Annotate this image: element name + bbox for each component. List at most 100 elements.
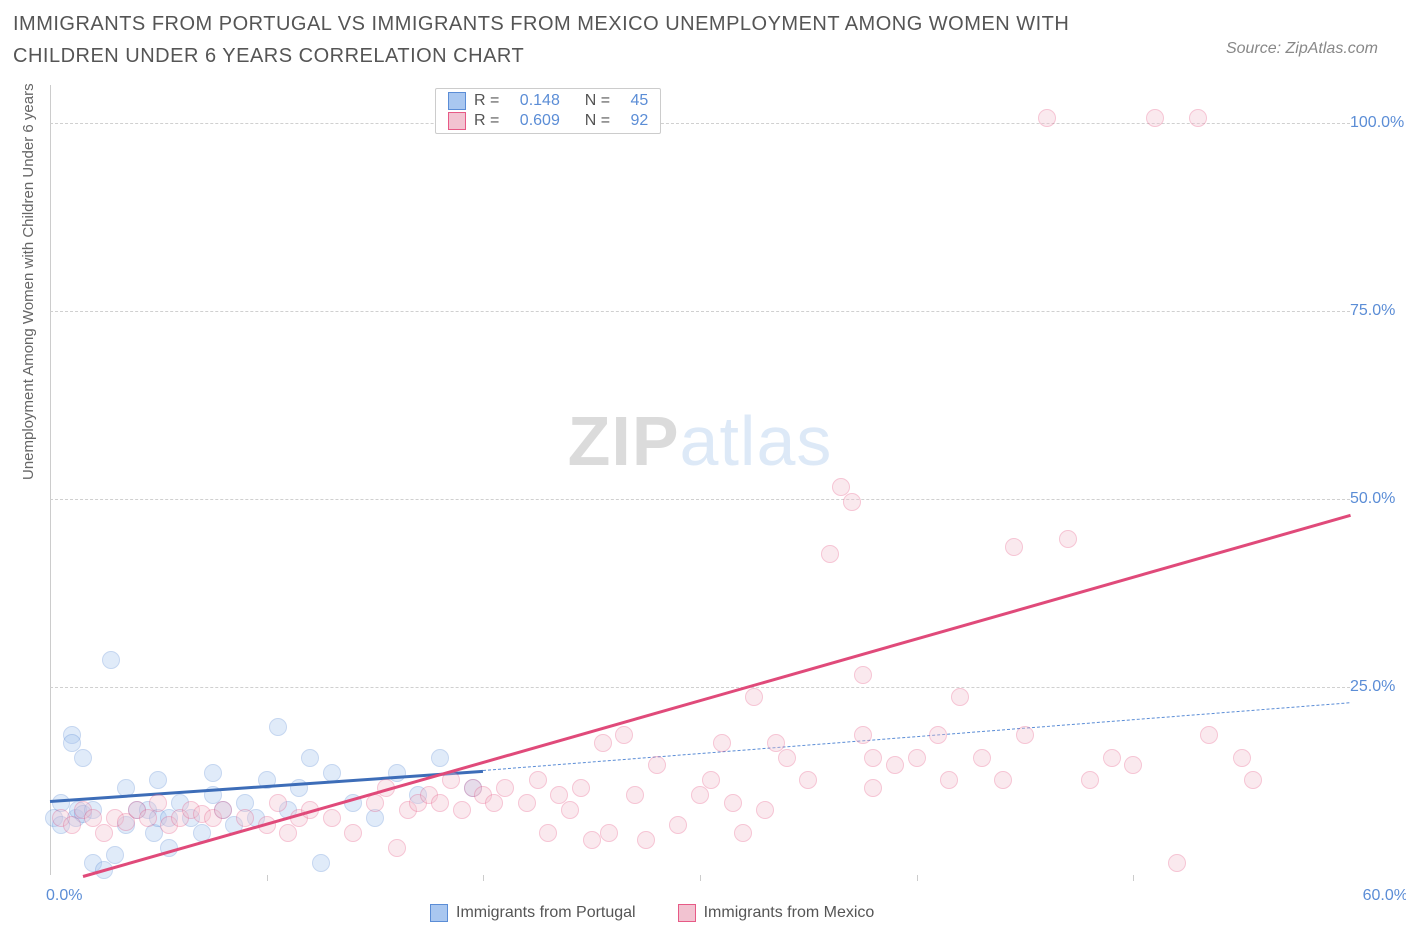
scatter-plot-area: ZIPatlas 25.0%50.0%75.0%100.0%0.0%60.0%: [50, 85, 1350, 875]
data-point: [102, 651, 120, 669]
data-point: [269, 794, 287, 812]
data-point: [1244, 771, 1262, 789]
data-point: [496, 779, 514, 797]
correlation-legend: R = 0.148 N = 45R = 0.609 N = 92: [435, 88, 661, 134]
data-point: [1168, 854, 1186, 872]
data-point: [431, 794, 449, 812]
data-point: [1016, 726, 1034, 744]
data-point: [799, 771, 817, 789]
legend-n-label: N =: [585, 92, 610, 110]
legend-row: R = 0.609 N = 92: [436, 111, 660, 131]
data-point: [1189, 109, 1207, 127]
data-point: [236, 809, 254, 827]
data-point: [1081, 771, 1099, 789]
legend-r-label: R =: [474, 92, 499, 110]
data-point: [323, 764, 341, 782]
data-point: [106, 846, 124, 864]
data-point: [821, 545, 839, 563]
data-point: [561, 801, 579, 819]
data-point: [843, 493, 861, 511]
series-legend: Immigrants from Portugal Immigrants from …: [430, 904, 874, 922]
data-point: [529, 771, 547, 789]
data-point: [854, 666, 872, 684]
data-point: [453, 801, 471, 819]
y-axis-label: Unemployment Among Women with Children U…: [20, 83, 37, 480]
data-point: [864, 749, 882, 767]
y-tick-label: 100.0%: [1350, 114, 1406, 132]
legend-n-value: 92: [631, 112, 649, 130]
legend-n-label: N =: [585, 112, 610, 130]
data-point: [204, 764, 222, 782]
data-point: [691, 786, 709, 804]
data-point: [886, 756, 904, 774]
gridline: [50, 687, 1350, 688]
legend-r-value: 0.609: [520, 112, 560, 130]
legend-swatch: [678, 904, 696, 922]
legend-row: R = 0.148 N = 45: [436, 91, 660, 111]
data-point: [778, 749, 796, 767]
data-point: [734, 824, 752, 842]
source-label: Source: ZipAtlas.com: [1226, 40, 1378, 58]
data-point: [702, 771, 720, 789]
data-point: [1124, 756, 1142, 774]
data-point: [63, 816, 81, 834]
data-point: [301, 749, 319, 767]
legend-r-value: 0.148: [520, 92, 560, 110]
data-point: [344, 824, 362, 842]
bottom-legend-item: Immigrants from Mexico: [678, 904, 875, 922]
x-tick-label-min: 0.0%: [46, 887, 82, 905]
data-point: [940, 771, 958, 789]
x-tick: [1133, 875, 1134, 881]
trend-line: [82, 514, 1350, 878]
y-tick-label: 50.0%: [1350, 490, 1406, 508]
data-point: [648, 756, 666, 774]
x-tick: [700, 875, 701, 881]
data-point: [539, 824, 557, 842]
data-point: [994, 771, 1012, 789]
data-point: [1233, 749, 1251, 767]
data-point: [724, 794, 742, 812]
legend-r-label: R =: [474, 112, 499, 130]
y-axis-line: [50, 85, 51, 875]
legend-swatch: [448, 112, 466, 130]
data-point: [572, 779, 590, 797]
data-point: [279, 824, 297, 842]
data-point: [95, 824, 113, 842]
series-name: Immigrants from Portugal: [456, 904, 636, 922]
data-point: [854, 726, 872, 744]
x-tick: [483, 875, 484, 881]
data-point: [518, 794, 536, 812]
data-point: [74, 749, 92, 767]
data-point: [615, 726, 633, 744]
data-point: [594, 734, 612, 752]
data-point: [1059, 530, 1077, 548]
data-point: [864, 779, 882, 797]
y-tick-label: 25.0%: [1350, 678, 1406, 696]
x-tick: [917, 875, 918, 881]
data-point: [1103, 749, 1121, 767]
data-point: [745, 688, 763, 706]
x-tick: [267, 875, 268, 881]
data-point: [139, 809, 157, 827]
x-tick-label-max: 60.0%: [1363, 887, 1406, 905]
data-point: [1200, 726, 1218, 744]
data-point: [756, 801, 774, 819]
data-point: [149, 794, 167, 812]
legend-n-value: 45: [631, 92, 649, 110]
bottom-legend-item: Immigrants from Portugal: [430, 904, 636, 922]
data-point: [312, 854, 330, 872]
chart-title: IMMIGRANTS FROM PORTUGAL VS IMMIGRANTS F…: [13, 8, 1113, 72]
gridline: [50, 311, 1350, 312]
data-point: [951, 688, 969, 706]
data-point: [713, 734, 731, 752]
y-tick-label: 75.0%: [1350, 302, 1406, 320]
data-point: [269, 718, 287, 736]
data-point: [431, 749, 449, 767]
data-point: [214, 801, 232, 819]
data-point: [485, 794, 503, 812]
data-point: [600, 824, 618, 842]
data-point: [1005, 538, 1023, 556]
data-point: [973, 749, 991, 767]
data-point: [583, 831, 601, 849]
series-name: Immigrants from Mexico: [704, 904, 875, 922]
